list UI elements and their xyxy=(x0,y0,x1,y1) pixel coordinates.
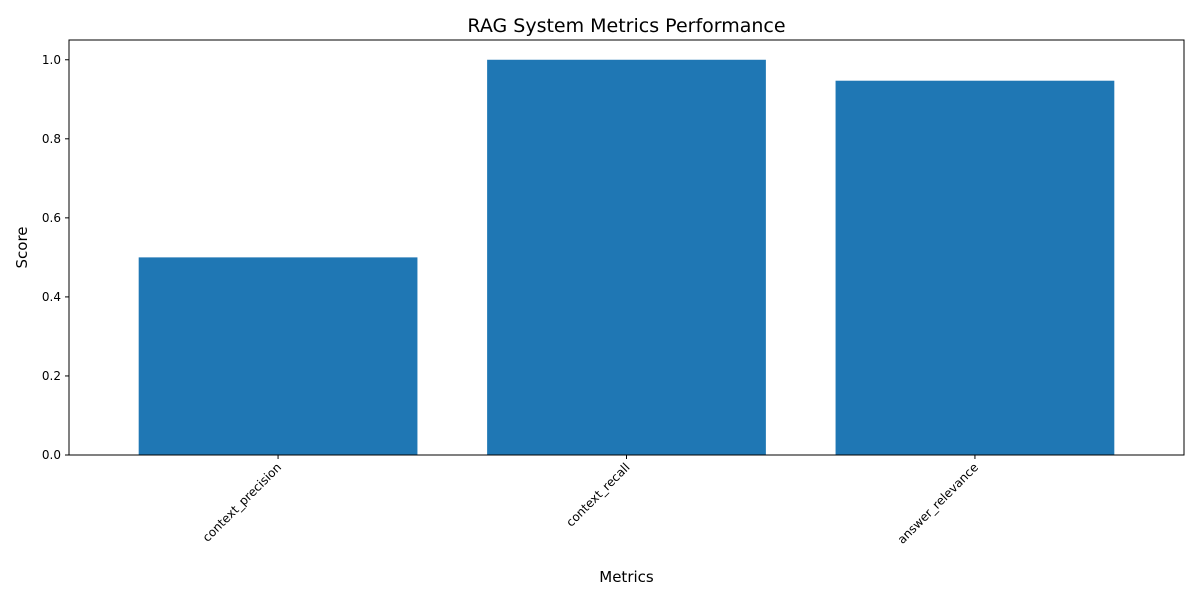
y-tick-label: 0.0 xyxy=(42,448,61,462)
y-axis-ticks: 0.0 0.2 0.4 0.6 0.8 1.0 xyxy=(42,53,69,462)
x-axis-title: Metrics xyxy=(599,568,654,586)
y-tick-label: 1.0 xyxy=(42,53,61,67)
bars-group xyxy=(138,59,1115,456)
x-tick-label: context_recall xyxy=(563,460,632,529)
bar-context-precision xyxy=(138,257,418,455)
y-tick-label: 0.2 xyxy=(42,369,61,383)
bar-context-recall xyxy=(487,59,766,456)
y-tick-label: 0.4 xyxy=(42,290,61,304)
x-tick-label: answer_relevance xyxy=(895,460,981,546)
plot-frame xyxy=(68,39,1185,456)
chart-title: RAG System Metrics Performance xyxy=(467,15,785,37)
bar-answer-relevance xyxy=(835,80,1115,455)
x-tick-label: context_precision xyxy=(200,460,284,544)
x-axis-ticks: context_precision context_recall answer_re… xyxy=(200,455,981,547)
y-tick-label: 0.8 xyxy=(42,132,61,146)
y-axis-title: Score xyxy=(13,226,31,268)
y-tick-label: 0.6 xyxy=(42,211,61,225)
